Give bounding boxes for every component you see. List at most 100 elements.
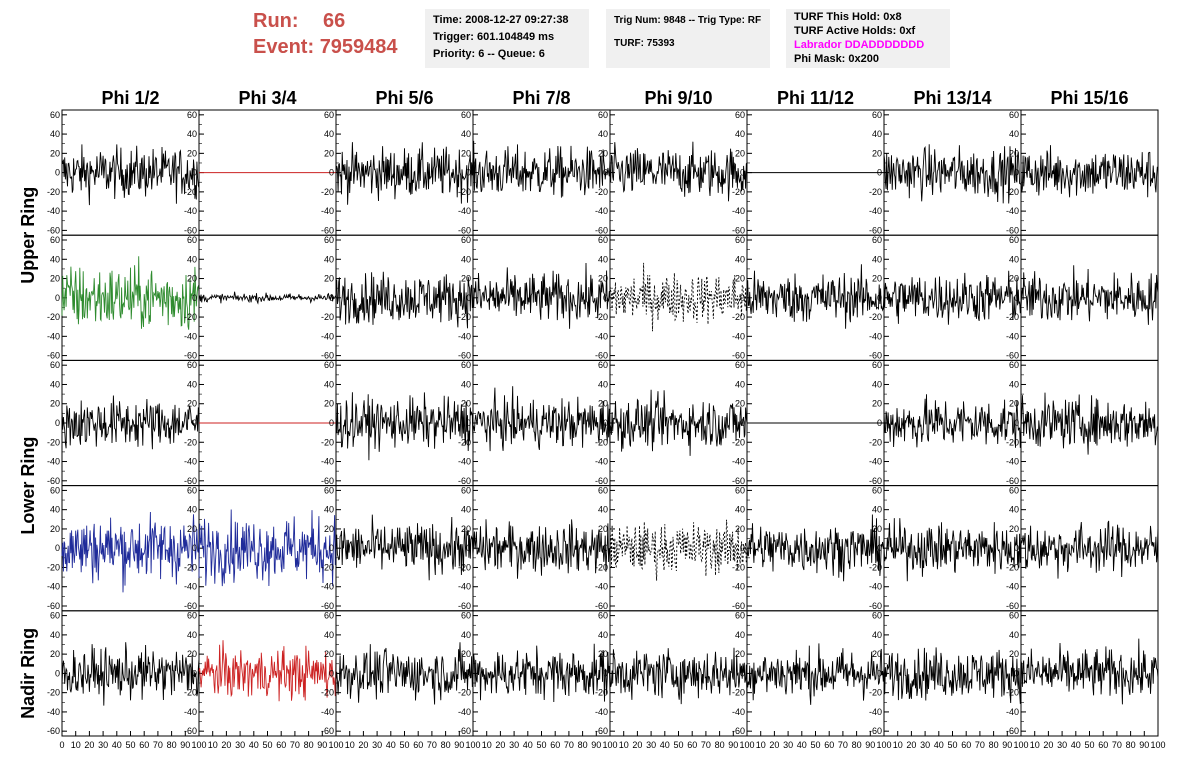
y-tick-label: -40 (184, 457, 197, 467)
waveform-trace (335, 142, 474, 205)
waveform-trace (61, 642, 200, 706)
y-tick-label: -20 (47, 312, 60, 322)
y-tick-label: -40 (184, 206, 197, 216)
y-tick-label: 40 (324, 630, 334, 640)
y-tick-label: -60 (458, 225, 471, 235)
y-tick-label: 20 (461, 524, 471, 534)
y-tick-label: -60 (732, 476, 745, 486)
y-tick-label: -40 (595, 206, 608, 216)
x-tick-label: 50 (125, 740, 135, 750)
y-tick-label: -20 (321, 562, 334, 572)
y-tick-label: -20 (184, 187, 197, 197)
waveform-trace (1020, 145, 1159, 198)
x-tick-label: 60 (139, 740, 149, 750)
y-tick-label: -20 (184, 562, 197, 572)
x-tick-label: 40 (934, 740, 944, 750)
y-tick-label: -60 (595, 601, 608, 611)
x-tick-label: 80 (989, 740, 999, 750)
y-tick-label: -20 (1006, 562, 1019, 572)
y-tick-label: 40 (324, 254, 334, 264)
y-tick-label: -20 (458, 688, 471, 698)
x-tick-label: 70 (1112, 740, 1122, 750)
y-tick-label: 20 (872, 148, 882, 158)
y-tick-label: -60 (458, 726, 471, 736)
x-tick-label: 100 (602, 740, 617, 750)
y-tick-label: 0 (603, 543, 608, 553)
column-header: Phi 15/16 (1050, 88, 1128, 108)
y-tick-label: -60 (869, 476, 882, 486)
waveform-trace (883, 518, 1022, 582)
y-tick-label: -40 (458, 331, 471, 341)
y-tick-label: 20 (598, 274, 608, 284)
y-tick-label: 40 (461, 129, 471, 139)
y-tick-label: 0 (1014, 168, 1019, 178)
y-tick-label: 60 (598, 110, 608, 120)
waveform-trace (61, 144, 200, 206)
x-tick-label: 60 (550, 740, 560, 750)
y-tick-label: 40 (187, 379, 197, 389)
y-tick-label: -20 (1006, 312, 1019, 322)
y-tick-label: 40 (1009, 505, 1019, 515)
y-tick-label: -40 (321, 582, 334, 592)
y-tick-label: -60 (732, 351, 745, 361)
y-tick-label: -20 (869, 187, 882, 197)
y-tick-label: 20 (50, 524, 60, 534)
y-tick-label: -40 (869, 331, 882, 341)
y-tick-label: -60 (184, 601, 197, 611)
x-tick-label: 10 (482, 740, 492, 750)
x-tick-label: 20 (769, 740, 779, 750)
waveform-trace (472, 262, 611, 329)
x-tick-label: 30 (920, 740, 930, 750)
y-tick-label: -60 (732, 225, 745, 235)
y-tick-label: 60 (50, 235, 60, 245)
y-tick-label: 60 (598, 360, 608, 370)
y-tick-label: 40 (872, 379, 882, 389)
y-tick-label: -20 (1006, 187, 1019, 197)
x-tick-label: 100 (739, 740, 754, 750)
y-tick-label: 40 (324, 129, 334, 139)
y-tick-label: -60 (458, 601, 471, 611)
x-tick-label: 70 (153, 740, 163, 750)
turf-hold-text: TURF This Hold: 0x8 (794, 11, 902, 23)
y-tick-label: 20 (324, 524, 334, 534)
x-tick-label: 30 (235, 740, 245, 750)
y-tick-label: 20 (461, 148, 471, 158)
waveform-trace (883, 270, 1022, 325)
waveform-trace (198, 509, 337, 587)
y-tick-label: 60 (1009, 110, 1019, 120)
y-tick-label: 40 (1009, 630, 1019, 640)
y-tick-label: -60 (595, 351, 608, 361)
y-tick-label: 0 (1014, 293, 1019, 303)
y-tick-label: 60 (187, 485, 197, 495)
y-tick-label: 60 (735, 110, 745, 120)
y-tick-label: 0 (740, 543, 745, 553)
y-tick-label: 0 (603, 418, 608, 428)
waveform-trace (746, 643, 885, 705)
y-tick-label: -20 (732, 688, 745, 698)
y-tick-label: 40 (324, 505, 334, 515)
y-tick-label: -40 (869, 206, 882, 216)
x-tick-label: 40 (1071, 740, 1081, 750)
x-tick-label: 30 (783, 740, 793, 750)
y-tick-label: 40 (598, 254, 608, 264)
y-tick-label: -40 (458, 582, 471, 592)
waveform-trace (1020, 392, 1159, 455)
y-tick-label: 40 (872, 254, 882, 264)
y-tick-label: -40 (47, 582, 60, 592)
y-tick-label: -20 (321, 187, 334, 197)
waveform-trace (198, 291, 337, 305)
y-tick-label: -40 (1006, 331, 1019, 341)
x-tick-label: 30 (372, 740, 382, 750)
trigger-text: Trigger: 601.104849 ms (433, 31, 555, 43)
waveform-trace (609, 262, 748, 332)
y-tick-label: -20 (595, 437, 608, 447)
y-tick-label: -40 (321, 331, 334, 341)
x-tick-label: 20 (221, 740, 231, 750)
y-tick-label: 60 (461, 611, 471, 621)
y-tick-label: 40 (324, 379, 334, 389)
x-tick-label: 10 (208, 740, 218, 750)
y-tick-label: -40 (732, 331, 745, 341)
y-tick-label: -20 (458, 312, 471, 322)
y-tick-label: 60 (735, 611, 745, 621)
